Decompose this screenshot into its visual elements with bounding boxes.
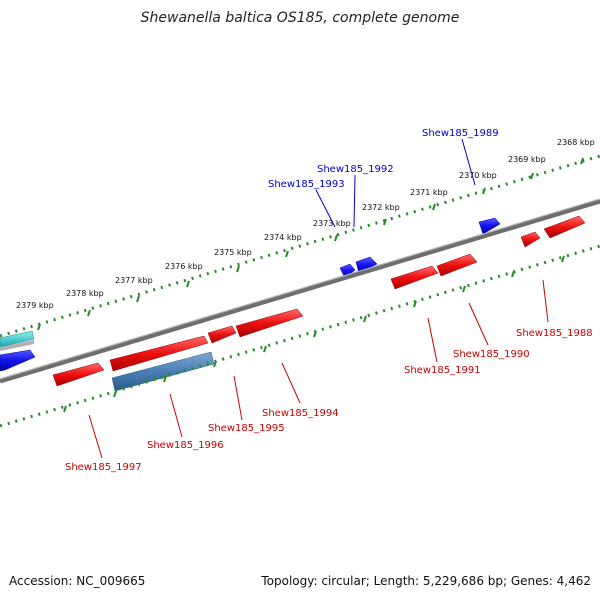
outer-major-ticks <box>37 157 584 331</box>
scale-label: 2371 kbp <box>410 188 448 197</box>
reverse-gene-labels: Shew185_1989 Shew185_1992 Shew185_1993 <box>268 128 499 190</box>
gene-left-edge-rna-2 <box>0 340 34 351</box>
gene-shew185-1992[interactable] <box>355 256 378 274</box>
scale-label: 2378 kbp <box>66 289 104 298</box>
gene-label[interactable]: Shew185_1996 <box>147 440 224 451</box>
outer-tick-track <box>0 154 600 338</box>
genome-backbone <box>0 198 600 384</box>
gene-shew185-1995[interactable] <box>207 325 237 344</box>
scale-label: 2376 kbp <box>165 262 203 271</box>
gene-label[interactable]: Shew185_1989 <box>422 128 499 139</box>
gene-label[interactable]: Shew185_1993 <box>268 179 345 190</box>
reverse-strand-genes <box>0 217 501 372</box>
reverse-label-leaders <box>315 138 476 228</box>
gene-shew185-1996-a[interactable] <box>109 335 209 372</box>
gene-left-edge-rna <box>0 330 35 348</box>
gene-shew185-1993[interactable] <box>339 263 356 279</box>
gene-label[interactable]: Shew185_1988 <box>516 328 593 339</box>
genome-backbone-highlight <box>0 198 600 380</box>
gene-shew185-1989[interactable] <box>478 217 501 235</box>
genome-title: Shewanella baltica OS185, complete genom… <box>140 10 460 26</box>
inner-tick-track <box>0 244 600 428</box>
scale-labels: 2368 kbp 2369 kbp 2370 kbp 2371 kbp 2372… <box>16 138 595 310</box>
forward-strand-genes <box>52 215 586 392</box>
scale-label: 2377 kbp <box>115 276 153 285</box>
scale-label: 2369 kbp <box>508 155 546 164</box>
gene-shew185-1991[interactable] <box>390 265 439 290</box>
forward-label-leaders <box>88 279 549 459</box>
gene-shew185-1988-b[interactable] <box>520 231 541 248</box>
scale-label: 2373 kbp <box>313 219 351 228</box>
gene-shew185-1997[interactable] <box>52 362 105 387</box>
gene-label[interactable]: Shew185_1995 <box>208 423 285 434</box>
gene-label[interactable]: Shew185_1994 <box>262 408 339 419</box>
gene-label[interactable]: Shew185_1997 <box>65 462 142 473</box>
scale-label: 2372 kbp <box>362 203 400 212</box>
scale-label: 2368 kbp <box>557 138 595 147</box>
gene-label[interactable]: Shew185_1990 <box>453 349 530 360</box>
inner-major-ticks <box>63 255 565 413</box>
gene-shew185-1990[interactable] <box>436 253 478 277</box>
gene-left-edge-reverse <box>0 349 36 372</box>
gene-shew185-1988[interactable] <box>543 215 586 239</box>
scale-label: 2370 kbp <box>459 171 497 180</box>
gene-shew185-1994[interactable] <box>235 308 304 338</box>
accession-text: Accession: NC_009665 <box>9 574 146 588</box>
scale-label: 2379 kbp <box>16 301 54 310</box>
gene-label[interactable]: Shew185_1991 <box>404 365 481 376</box>
scale-label: 2375 kbp <box>214 248 252 257</box>
scale-label: 2374 kbp <box>264 233 302 242</box>
genome-summary-text: Topology: circular; Length: 5,229,686 bp… <box>261 574 591 588</box>
gene-label[interactable]: Shew185_1992 <box>317 164 394 175</box>
forward-gene-labels: Shew185_1988 Shew185_1990 Shew185_1991 S… <box>65 328 593 473</box>
